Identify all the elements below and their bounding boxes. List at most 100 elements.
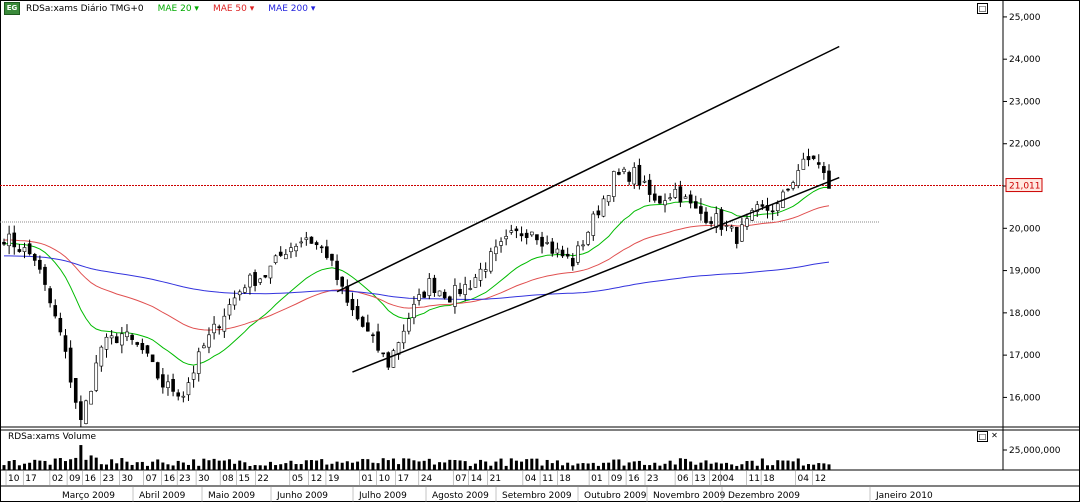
volume-bar — [58, 458, 62, 470]
day-tick-label: 05 — [292, 474, 303, 484]
candle-body — [688, 194, 693, 204]
volume-bar — [110, 459, 114, 470]
candle-body — [366, 322, 370, 332]
candle-body — [79, 401, 83, 420]
volume-bar — [243, 462, 247, 470]
volume-bar — [786, 460, 790, 470]
month-label: Maio 2009 — [208, 491, 255, 501]
indicator-mae50[interactable]: MAE 50 ▾ — [212, 3, 255, 14]
volume-bar — [627, 462, 631, 470]
price-tick-label: 25,000 — [1009, 13, 1041, 23]
last-price-box — [1005, 178, 1043, 193]
day-tick-label: 01 — [361, 474, 372, 484]
volume-bar — [371, 462, 375, 470]
volume-bar — [233, 463, 237, 470]
volume-bar — [381, 458, 385, 470]
candle-body — [796, 170, 801, 186]
channel-line-upper — [336, 45, 840, 293]
volume-bar — [473, 463, 477, 470]
candle-body — [740, 224, 744, 242]
candle-body — [442, 291, 447, 299]
volume-bar — [28, 462, 32, 470]
price-tick-label: 24,000 — [1009, 55, 1041, 65]
volume-bar — [796, 458, 800, 470]
candle-body — [560, 249, 565, 257]
candle-body — [135, 342, 140, 345]
candle-body — [396, 342, 401, 355]
day-tick-label: 24 — [421, 474, 433, 484]
volume-bar — [335, 461, 339, 470]
day-tick-label: 04 — [798, 474, 810, 484]
price-tick-label: 23,000 — [1009, 97, 1041, 107]
volume-bar — [520, 461, 524, 470]
candle-body — [570, 257, 575, 267]
day-tick-label: 11 — [748, 474, 759, 484]
candle-body — [217, 326, 222, 329]
candle-body — [611, 171, 616, 197]
candle-body — [545, 242, 549, 244]
day-tick-label: 10 — [379, 474, 391, 484]
volume-bar — [735, 465, 739, 470]
day-tick-label: 06 — [677, 474, 689, 484]
candle-body — [114, 336, 119, 344]
candle-body — [171, 379, 175, 392]
volume-bar — [458, 460, 462, 470]
candle-body — [7, 233, 11, 247]
candle-body — [458, 288, 462, 295]
candle-body — [704, 211, 708, 223]
candle-body — [529, 231, 534, 236]
candle-body — [258, 278, 263, 283]
volume-bar — [540, 465, 544, 470]
candle-body — [806, 156, 811, 161]
candle-body — [53, 305, 58, 317]
candle-body — [652, 193, 657, 201]
candle-body — [412, 303, 416, 319]
indicator-mae20[interactable]: MAE 20 ▾ — [157, 3, 199, 14]
volume-bar — [530, 458, 534, 470]
candle-body — [494, 246, 498, 255]
volume-bar — [612, 459, 616, 470]
volume-bar — [115, 463, 119, 470]
month-label: Junho 2009 — [276, 491, 328, 501]
volume-panel-maximize-button[interactable]: □ — [977, 431, 988, 442]
day-tick-label: 16 — [164, 474, 176, 484]
candle-body — [48, 288, 52, 304]
candle-body — [468, 288, 473, 290]
day-tick-label: 04 — [525, 474, 537, 484]
price-panel-maximize-button[interactable]: □ — [977, 3, 988, 14]
candle-body — [678, 186, 683, 203]
month-label: Julho 2009 — [358, 491, 407, 501]
volume-bar — [514, 460, 518, 470]
candle-body — [253, 272, 257, 286]
volume-bar — [176, 460, 180, 470]
volume-bar — [427, 458, 431, 470]
volume-bar — [586, 463, 590, 470]
volume-bar — [207, 460, 211, 470]
candle-body — [278, 251, 283, 256]
candle-body — [340, 276, 344, 287]
candle-body — [709, 221, 713, 224]
day-tick-label: 08 — [222, 474, 234, 484]
indicator-mae200[interactable]: MAE 200 ▾ — [268, 3, 316, 14]
volume-bar — [504, 465, 508, 470]
day-tick-label: 04 — [723, 474, 735, 484]
volume-bar — [417, 461, 421, 470]
candle-body — [181, 395, 186, 398]
grid-lines — [0, 185, 1003, 223]
volume-bar — [499, 458, 503, 470]
symbol-label[interactable]: RDSa:xams Diário TMG+0 — [26, 3, 144, 14]
volume-bar — [760, 458, 764, 470]
day-tick-label: 30 — [122, 474, 134, 484]
volume-panel-close-button[interactable]: ✕ — [990, 431, 999, 440]
candle-body — [27, 243, 32, 255]
candle-body — [335, 260, 339, 280]
candle-body — [427, 278, 432, 296]
candle-body — [750, 210, 754, 221]
day-tick-label: 17 — [25, 474, 36, 484]
candle-body — [58, 317, 63, 333]
candle-body — [719, 209, 724, 230]
volume-bar — [212, 458, 216, 470]
date-axis: 10 17 02 09 16 23 30 07 16 23 30 08 15 22 05 12 19 01 10 17… — [5, 470, 933, 502]
